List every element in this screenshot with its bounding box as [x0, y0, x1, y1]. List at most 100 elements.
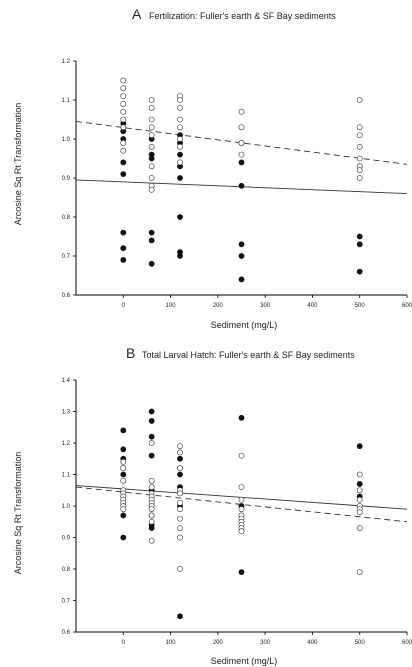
- panel-a-filled-point: [177, 175, 183, 181]
- panel-a-filled-point: [120, 256, 127, 263]
- panel-a-open-point: [177, 104, 183, 111]
- panel-a-open-point: [148, 97, 155, 103]
- panel-b-y-tick-label: 1.1: [62, 473, 71, 479]
- panel-b-filled-point: [120, 446, 127, 453]
- panel-a-open-point: [177, 124, 183, 131]
- panel-b-open-point: [356, 525, 363, 531]
- panel-b-x-tick-label: 400: [307, 640, 318, 646]
- panel-a-filled-point: [148, 260, 155, 267]
- panel-a-open-point: [120, 139, 127, 146]
- panel-b-filled-point: [148, 525, 155, 531]
- panel-b-filled-point: [238, 569, 245, 576]
- panel-a-x-tick-label: 200: [213, 303, 224, 309]
- panel-a-open-point: [177, 143, 183, 150]
- panel-a-y-tick-label: 1.2: [62, 59, 71, 65]
- panel-a-y-tick-label: 0.9: [62, 176, 71, 182]
- panel-b-open-point: [177, 506, 183, 513]
- panel-b-open-point: [177, 566, 183, 572]
- panel-b-open-point: [148, 518, 155, 525]
- panel-b-filled-point: [120, 512, 127, 519]
- panel-a-open-point: [120, 77, 127, 84]
- panel-a-open-point: [148, 163, 155, 170]
- panel-a-filled-point: [148, 237, 155, 244]
- panel-a-x-axis-label: Sediment (mg/L): [211, 320, 278, 330]
- panel-a-open-point: [177, 116, 183, 123]
- panel-a-title: Fertilization: Fuller's earth & SF Bay s…: [149, 11, 336, 21]
- panel-a-open-point: [148, 143, 155, 150]
- panel-b-open-point: [148, 477, 155, 484]
- panel-a-filled-point: [356, 268, 363, 275]
- panel-a-filled-point: [148, 155, 155, 162]
- panel-a-open-point: [238, 108, 245, 115]
- panel-a-letter: A: [132, 6, 142, 22]
- panel-b-title: Total Larval Hatch: Fuller's earth & SF …: [142, 350, 355, 360]
- panel-b-open-point: [177, 499, 183, 506]
- panel-a-open-point: [356, 175, 363, 181]
- panel-b-open-point: [177, 443, 183, 450]
- panel-a-open-point: [177, 136, 183, 142]
- panel-b-x-tick-label: 100: [166, 640, 177, 646]
- panel-a-open-point: [148, 175, 155, 181]
- panel-a-x-tick-label: 400: [307, 303, 318, 309]
- panel-a-open-point: [356, 97, 363, 103]
- panel-a-open-point: [238, 151, 245, 158]
- panel-b-open-point: [120, 465, 127, 472]
- panel-b-open-point: [148, 512, 155, 519]
- panel-b-open-point: [148, 537, 155, 544]
- panel-a-y-tick-label: 0.6: [62, 293, 71, 299]
- panel-b-open-point: [120, 477, 127, 484]
- panel-a-open-point: [148, 132, 155, 138]
- panel-b-open-point: [177, 490, 183, 497]
- panel-b-open-point: [177, 525, 183, 531]
- panel-b-filled-point: [120, 471, 127, 478]
- panel-b-x-axis-label: Sediment (mg/L): [211, 656, 278, 666]
- panel-b-filled-point: [120, 534, 127, 541]
- panel-a-filled-point: [120, 171, 127, 177]
- panel-b-dashed-fit-line: [75, 486, 408, 523]
- panel-a-open-point: [356, 167, 363, 174]
- panel-a-filled-point: [148, 229, 155, 236]
- panel-a-open-point: [177, 97, 183, 103]
- panel-b-y-tick-label: 1.4: [62, 378, 71, 384]
- panel-b-filled-point: [148, 433, 155, 440]
- panel-a-open-point: [120, 116, 127, 123]
- panel-a-open-point: [148, 186, 155, 193]
- panel-a-filled-point: [177, 214, 183, 220]
- panel-a-filled-point: [356, 233, 363, 240]
- panel-a-x-tick-label: 0: [122, 303, 126, 309]
- panel-a-filled-point: [238, 159, 245, 166]
- panel-b-filled-point: [148, 452, 155, 459]
- panel-b-open-point: [238, 452, 245, 459]
- panel-b-x-tick-label: 500: [355, 640, 366, 646]
- panel-b-x-tick-label: 600: [402, 640, 412, 646]
- panel-b-filled-point: [177, 455, 183, 462]
- panel-b-filled-point: [148, 408, 155, 415]
- panel-b-open-point: [177, 465, 183, 472]
- panel-a-filled-point: [356, 241, 363, 248]
- panel-b-points: [120, 408, 363, 620]
- panel-a-open-point: [356, 155, 363, 162]
- panel-b-open-point: [148, 440, 155, 446]
- panel-b-open-point: [356, 496, 363, 503]
- panel-a-filled-point: [238, 241, 245, 248]
- panel-b-open-point: [356, 471, 363, 478]
- panel-a-open-point: [120, 147, 127, 154]
- panel-b-open-point: [177, 534, 183, 541]
- panel-b-y-axis-label: Arcosine Sq Rt Transformation: [13, 452, 23, 575]
- panel-a-filled-point: [177, 253, 183, 259]
- panel-b-filled-point: [177, 471, 183, 478]
- panel-b-filled-point: [356, 481, 363, 487]
- panel-b-filled-point: [148, 418, 155, 424]
- panel-a-open-point: [356, 143, 363, 150]
- panel-b: B Total Larval Hatch: Fuller's earth & S…: [13, 345, 412, 666]
- panel-a-filled-point: [238, 276, 245, 283]
- panel-a-y-tick-label: 0.8: [62, 215, 71, 221]
- panel-b-open-point: [238, 506, 245, 513]
- panel-b-ticks: 0 100 200 300 400 500 600 0.6 0.7 0.8 0.9 1.0 1.1 1.2…: [62, 378, 412, 646]
- panel-a-points: [120, 77, 363, 283]
- panel-a-ticks: 0 100 200 300 400 500 600 0.6 0.7 0.8 0.9 1.0 1.1 1.2: [62, 59, 412, 309]
- panel-a-y-axis-label: Arcosine Sq Rt Transformation: [13, 103, 23, 226]
- panel-a-dashed-fit-line: [75, 121, 408, 165]
